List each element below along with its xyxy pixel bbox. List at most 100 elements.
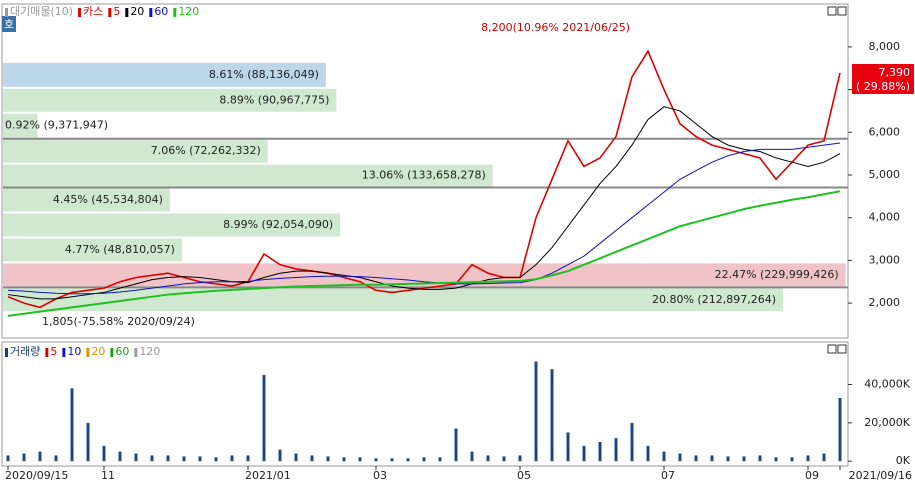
- profile-label: 4.77% (48,810,057): [65, 243, 175, 256]
- profile-label: 13.06% (133,658,278): [362, 169, 486, 182]
- volume-bar: [358, 457, 362, 462]
- window-button[interactable]: [827, 344, 837, 354]
- volume-bar: [246, 455, 250, 462]
- profile-label: 22.47% (229,999,426): [715, 268, 839, 281]
- volume-bar: [54, 455, 58, 462]
- y-tick-label: 6,000: [869, 125, 901, 138]
- volume-bar: [550, 369, 554, 462]
- profile-bar: [3, 139, 268, 163]
- legend-swatch: [45, 348, 49, 357]
- volume-bar: [294, 453, 298, 462]
- volume-bar: [582, 445, 586, 462]
- legend-swatch: [62, 348, 66, 357]
- volume-bar: [838, 397, 842, 462]
- legend-label: 대기매물(10): [10, 5, 73, 18]
- x-tick-label: 2021/09/16: [849, 469, 912, 482]
- profile-bar: [3, 62, 326, 87]
- volume-bar: [406, 458, 410, 462]
- legend-swatch: [110, 348, 114, 357]
- tag-box: [2, 16, 16, 32]
- volume-bar: [726, 456, 730, 462]
- profile-bar: [3, 88, 337, 112]
- volume-bar: [454, 428, 458, 462]
- legend-label: 거래량: [10, 345, 40, 358]
- volume-bar: [166, 455, 170, 462]
- profile-label: 0.92% (9,371,947): [5, 119, 108, 132]
- volume-bar: [438, 457, 442, 462]
- window-button[interactable]: [827, 6, 837, 16]
- volume-bar: [374, 458, 378, 462]
- volume-bar: [390, 458, 394, 462]
- profile-bar: [3, 164, 493, 187]
- annotation-high: 8,200(10.96% 2021/06/25): [481, 21, 630, 34]
- volume-bar: [758, 455, 762, 462]
- y-tick-label: 8,000: [869, 40, 901, 53]
- volume-bar: [422, 457, 426, 462]
- tag: 호: [4, 18, 14, 31]
- last-change: ( 29.88%): [856, 80, 910, 93]
- line-series: [7, 49, 841, 309]
- profile-bar: [3, 263, 846, 287]
- legend-swatch: [86, 348, 90, 357]
- legend-swatch: [125, 8, 129, 17]
- volume-bar: [118, 451, 122, 462]
- y-tick-label: 5,000: [869, 168, 901, 181]
- volume-bar: [342, 457, 346, 462]
- volume-bar: [630, 422, 634, 462]
- window-button[interactable]: [837, 6, 847, 16]
- volume-bar: [182, 456, 186, 462]
- volume-bar: [662, 451, 666, 462]
- volume-bar: [710, 455, 714, 462]
- profile-label: 8.89% (90,967,775): [219, 93, 329, 106]
- legend-label: 10: [67, 345, 81, 358]
- last-price: 7,390: [879, 66, 911, 79]
- y-tick-label: 40,000K: [864, 378, 910, 391]
- volume-bar: [70, 388, 74, 462]
- profile-label: 20.80% (212,897,264): [652, 293, 776, 306]
- y-tick-label: 20,000K: [864, 416, 910, 429]
- volume-bar: [38, 451, 42, 462]
- volume-bar: [646, 445, 650, 462]
- x-tick-label: 07: [661, 469, 675, 482]
- x-tick-label: 2020/09/15: [5, 469, 68, 482]
- profile-label: 4.45% (45,534,804): [53, 193, 163, 206]
- profile-bar: [3, 288, 783, 312]
- legend-label: 120: [139, 345, 160, 358]
- profile-label: 8.99% (92,054,090): [223, 218, 333, 231]
- volume-bar: [278, 449, 282, 462]
- legend-swatch: [173, 8, 177, 17]
- x-tick-label: 03: [373, 469, 387, 482]
- legend-swatch: [134, 348, 138, 357]
- volume-bar: [502, 456, 506, 462]
- volume-bar: [310, 455, 314, 462]
- y-tick-label: 3,000: [869, 253, 901, 266]
- volume-bar: [790, 457, 794, 462]
- volume-bar: [742, 456, 746, 462]
- legend-label: 20: [91, 345, 105, 358]
- volume-bar: [678, 453, 682, 462]
- volume-bar: [518, 455, 522, 462]
- volume-bar: [486, 455, 490, 462]
- window-button[interactable]: [837, 344, 847, 354]
- legend-label: 카스: [83, 5, 103, 18]
- y-tick-label: 4,000: [869, 211, 901, 224]
- x-tick-label: 2021/01: [245, 469, 291, 482]
- profile-label: 7.06% (72,262,332): [151, 144, 261, 157]
- volume-bar: [822, 453, 826, 462]
- legend-label: 20: [130, 5, 144, 18]
- volume-bar: [230, 455, 234, 462]
- volume-bar: [262, 374, 266, 462]
- legend-swatch: [149, 8, 153, 17]
- volume-bar: [326, 456, 330, 462]
- x-tick-label: 09: [805, 469, 819, 482]
- legend-label: 60: [154, 5, 168, 18]
- volume-bar: [22, 453, 26, 462]
- profile-bar: [3, 113, 38, 138]
- profile-label: 8.61% (88,136,049): [209, 68, 319, 81]
- volume-bar: [806, 455, 810, 462]
- legend-swatch: [78, 8, 82, 17]
- volume-panel: [1, 341, 849, 467]
- volume-bar: [774, 457, 778, 462]
- volume-bar: [214, 457, 218, 462]
